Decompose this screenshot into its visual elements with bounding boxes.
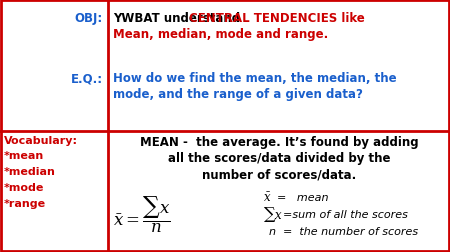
Text: MEAN -  the average. It’s found by adding: MEAN - the average. It’s found by adding [140, 136, 419, 148]
Text: =sum of all the scores: =sum of all the scores [283, 209, 408, 219]
Text: $\bar{x}=\dfrac{\sum x}{n}$: $\bar{x}=\dfrac{\sum x}{n}$ [113, 194, 171, 234]
Text: $\sum x$: $\sum x$ [263, 205, 284, 224]
Text: Vocabulary:: Vocabulary: [4, 136, 78, 145]
Text: How do we find the mean, the median, the: How do we find the mean, the median, the [113, 72, 396, 85]
Text: *mode: *mode [4, 182, 45, 192]
Text: number of scores/data.: number of scores/data. [202, 167, 356, 180]
Text: *range: *range [4, 198, 46, 208]
Text: $\bar{x}$: $\bar{x}$ [263, 191, 271, 204]
Text: *median: *median [4, 166, 56, 176]
Text: E.Q.:: E.Q.: [71, 72, 103, 85]
Text: mode, and the range of a given data?: mode, and the range of a given data? [113, 88, 363, 101]
Text: CENTRAL TENDENCIES like: CENTRAL TENDENCIES like [189, 12, 365, 25]
Text: =   mean: = mean [277, 192, 328, 202]
Text: n  =  the number of scores: n = the number of scores [269, 226, 418, 236]
Text: OBJ:: OBJ: [75, 12, 103, 25]
Text: Mean, median, mode and range.: Mean, median, mode and range. [113, 28, 328, 41]
Text: all the scores/data divided by the: all the scores/data divided by the [168, 151, 390, 164]
Text: YWBAT understand: YWBAT understand [113, 12, 244, 25]
Text: *mean: *mean [4, 150, 44, 160]
